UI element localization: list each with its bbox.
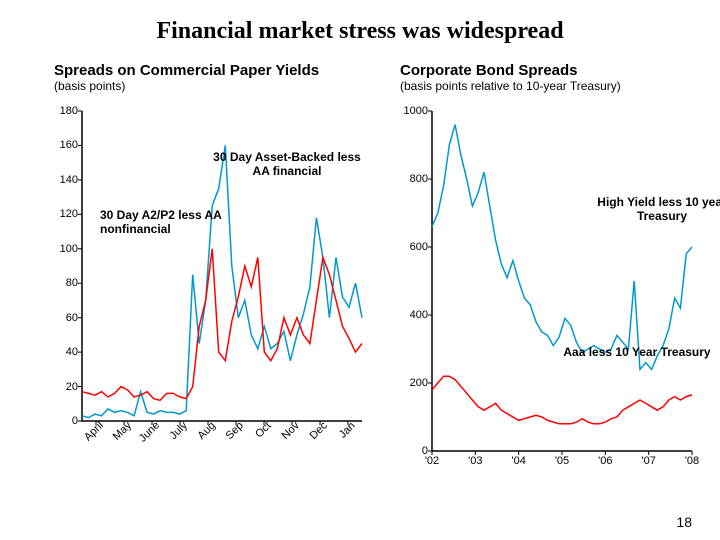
- y-tick-label: 100: [60, 243, 78, 255]
- x-tick-label: '08: [685, 455, 699, 467]
- y-tick-label: 600: [410, 241, 428, 253]
- x-tick-label: Sep: [224, 420, 246, 442]
- chart1-subtitle: (basis points): [54, 79, 374, 93]
- chart-left-panel: Spreads on Commercial Paper Yields (basi…: [54, 62, 374, 421]
- x-tick-label: '06: [598, 455, 612, 467]
- x-tick-label: '04: [511, 455, 525, 467]
- y-tick-label: 120: [60, 208, 78, 220]
- x-tick-label: Nov: [280, 420, 302, 442]
- y-tick-label: 60: [66, 312, 78, 324]
- series-line: [82, 249, 362, 400]
- x-tick-label: April: [82, 419, 106, 443]
- y-tick-label: 180: [60, 105, 78, 117]
- chart2-plot: 02004006008001000'02'03'04'05'06'07'08Hi…: [432, 111, 692, 451]
- x-tick-label: '05: [555, 455, 569, 467]
- slide-page: Financial market stress was widespread 1…: [0, 0, 720, 540]
- chart2-subtitle: (basis points relative to 10-year Treasu…: [400, 79, 710, 93]
- x-tick-label: July: [168, 420, 190, 442]
- y-tick-label: 200: [410, 377, 428, 389]
- x-tick-label: '02: [425, 455, 439, 467]
- y-tick-label: 160: [60, 139, 78, 151]
- x-tick-label: '07: [641, 455, 655, 467]
- y-tick-label: 400: [410, 309, 428, 321]
- y-tick-label: 80: [66, 277, 78, 289]
- y-tick-label: 20: [66, 381, 78, 393]
- series-line: [432, 125, 692, 370]
- x-tick-label: June: [137, 419, 162, 444]
- y-tick-label: 140: [60, 174, 78, 186]
- series-line: [432, 376, 692, 424]
- chart-svg: [432, 111, 692, 451]
- y-tick-label: 40: [66, 346, 78, 358]
- chart-svg: [82, 111, 362, 421]
- x-tick-label: Dec: [308, 420, 330, 442]
- chart2-title: Corporate Bond Spreads: [400, 62, 710, 79]
- chart1-title: Spreads on Commercial Paper Yields: [54, 62, 374, 79]
- x-tick-label: '03: [468, 455, 482, 467]
- chart1-plot: 020406080100120140160180AprilMayJuneJuly…: [82, 111, 362, 421]
- x-tick-label: Aug: [196, 420, 218, 442]
- y-tick-label: 0: [72, 415, 78, 427]
- chart-right-panel: Corporate Bond Spreads (basis points rel…: [400, 62, 710, 451]
- x-tick-label: Oct: [253, 420, 274, 441]
- y-tick-label: 800: [410, 173, 428, 185]
- y-tick-label: 1000: [404, 105, 428, 117]
- x-tick-label: Jan: [337, 420, 358, 441]
- x-tick-label: May: [111, 420, 134, 443]
- page-number: 18: [676, 514, 692, 530]
- page-title: Financial market stress was widespread: [0, 18, 720, 45]
